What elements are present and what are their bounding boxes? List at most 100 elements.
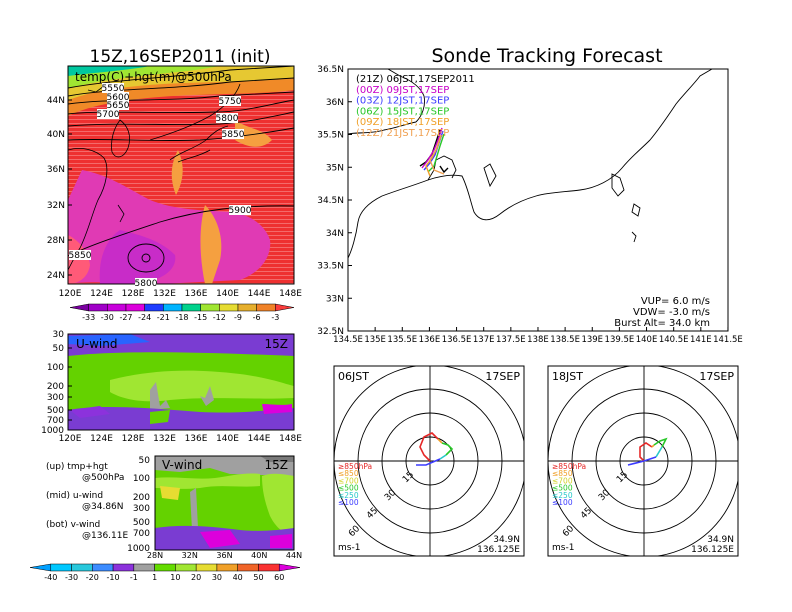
- forecast-time-label: (06Z) 15JST,17SEP: [356, 106, 449, 117]
- lat-tick-label: 34N: [326, 229, 344, 239]
- contour-label: 5550: [102, 84, 125, 94]
- lat-tick-label: 33N: [326, 294, 344, 304]
- pressure-tick-label: 700: [133, 529, 150, 539]
- contour-label: 5800: [216, 114, 239, 124]
- pressure-tick-label: 100: [133, 474, 150, 484]
- wind-colorbar-label: -40: [44, 573, 57, 582]
- lon-tick-label: 120E: [59, 289, 82, 299]
- hodograph-lon: 136.125E: [691, 545, 734, 555]
- colorbar-label: -21: [157, 313, 170, 322]
- wind-colorbar-swatch: [50, 563, 72, 572]
- contour-label-box: [107, 92, 129, 102]
- hodograph-trace: [639, 442, 653, 462]
- wind-colorbar-swatch: [133, 563, 155, 572]
- hodograph-trace: [437, 438, 443, 444]
- hodograph-18jst: 15304560≥850hPa≤850≤700≤500≤250≤10018JST…: [547, 365, 739, 557]
- colorbar-swatch: [88, 303, 108, 312]
- lat-tick-label: 36N: [216, 551, 232, 560]
- hodograph-time: 18JST: [552, 370, 583, 383]
- pressure-tick-label: 50: [139, 456, 151, 466]
- lon-tick-label: 132E: [153, 434, 176, 444]
- pressure-tick-label: 30: [53, 330, 65, 340]
- hodograph-level-label: ≤850: [552, 469, 573, 478]
- panel-legend: (up) tmp+hgt @500hPa (mid) u-wind @34.86…: [46, 462, 128, 541]
- legend-bot-level: @136.11E: [82, 531, 128, 541]
- legend-up: (up) tmp+hgt: [46, 462, 108, 472]
- lon-tick-label: 141E: [690, 335, 712, 345]
- contour-label: 5850: [222, 130, 245, 140]
- sonde-track-map: (21Z) 06JST,17SEP2011(00Z) 09JST,17SEP(0…: [317, 65, 743, 345]
- colorbar-label: -15: [194, 313, 207, 322]
- lat-tick-label: 24N: [47, 271, 65, 281]
- hodograph-trace: [651, 444, 655, 448]
- lon-tick-label: 136E: [419, 335, 441, 345]
- hodograph-lat: 34.9N: [493, 535, 520, 545]
- lat-tick-label: 32N: [182, 551, 198, 560]
- colorbar-label: -9: [234, 313, 242, 322]
- wind-colorbar-label: -20: [86, 573, 99, 582]
- wind-colorbar-label: 10: [170, 573, 180, 582]
- hodograph-trace: [653, 437, 668, 448]
- wind-colorbar-swatch: [29, 563, 52, 572]
- colorbar-swatch: [256, 303, 276, 312]
- wind-colorbar: -40 -30 -20 -10 -1 1 10 20 30 40 50 60: [29, 563, 301, 582]
- contour-label: 5600: [107, 93, 130, 103]
- lon-tick-label: 136E: [185, 434, 208, 444]
- pressure-tick-label: 1000: [127, 544, 150, 554]
- pressure-tick-label: 300: [133, 504, 150, 514]
- forecast-time-label: (12Z) 21JST,17SEP: [356, 128, 449, 139]
- lon-tick-label: 128E: [122, 434, 145, 444]
- hodograph-level-label: ≤500: [338, 484, 359, 493]
- pressure-tick-label: 100: [47, 363, 64, 373]
- pressure-tick-label: 200: [133, 493, 150, 503]
- contour-label: 5700: [97, 110, 120, 120]
- lat-tick-label: 34.5N: [317, 196, 344, 206]
- lat-tick-label: 33.5N: [317, 262, 344, 272]
- colorbar-label: -24: [138, 313, 151, 322]
- contour-label: 5750: [219, 97, 242, 107]
- lon-tick-label: 136.5E: [442, 335, 472, 345]
- wind-colorbar-swatch: [71, 563, 93, 572]
- forecast-time-label: (09Z) 18JST,17SEP: [356, 117, 449, 128]
- hodograph-06jst: 15304560≥850hPa≤850≤700≤500≤250≤10006JST…: [333, 365, 525, 557]
- contour-label: 5650: [107, 101, 130, 111]
- lat-tick-label: 35N: [326, 163, 344, 173]
- hodograph-trace: [441, 442, 454, 456]
- u-wind-label: U-wind: [76, 337, 117, 351]
- lon-tick-label: 141.5E: [713, 335, 743, 345]
- lat-tick-label: 28N: [47, 236, 65, 246]
- v-wind-time: 15Z: [265, 458, 289, 472]
- hodograph-trace: [439, 454, 447, 460]
- hodograph-trace: [419, 432, 439, 462]
- colorbar-label: -18: [175, 313, 188, 322]
- lon-tick-label: 128E: [122, 289, 145, 299]
- colorbar-swatch: [144, 303, 164, 312]
- contour-label: 5900: [229, 206, 252, 216]
- lon-tick-label: 144E: [248, 289, 271, 299]
- wind-colorbar-swatch: [175, 563, 197, 572]
- lon-tick-label: 124E: [90, 434, 113, 444]
- wind-colorbar-label: -1: [130, 573, 138, 582]
- lon-tick-label: 124E: [90, 289, 113, 299]
- lon-tick-label: 136E: [185, 289, 208, 299]
- hodograph-date: 17SEP: [699, 370, 734, 383]
- wind-colorbar-label: 50: [253, 573, 263, 582]
- lon-tick-label: 139E: [581, 335, 603, 345]
- pressure-tick-label: 200: [47, 382, 64, 392]
- lon-tick-label: 135E: [364, 335, 386, 345]
- wind-colorbar-swatch: [278, 563, 301, 572]
- contour-label-box: [219, 96, 241, 106]
- wind-colorbar-label: -10: [107, 573, 120, 582]
- hodograph-level-label: ≤700: [338, 476, 359, 485]
- colorbar-swatch: [125, 303, 145, 312]
- pressure-tick-label: 700: [47, 416, 64, 426]
- wind-colorbar-swatch: [92, 563, 114, 572]
- lon-tick-label: 140E: [216, 434, 239, 444]
- lat-tick-label: 36N: [326, 98, 344, 108]
- colorbar-swatch: [237, 303, 257, 312]
- lon-tick-label: 137.5E: [496, 335, 526, 345]
- hodograph-date: 17SEP: [485, 370, 520, 383]
